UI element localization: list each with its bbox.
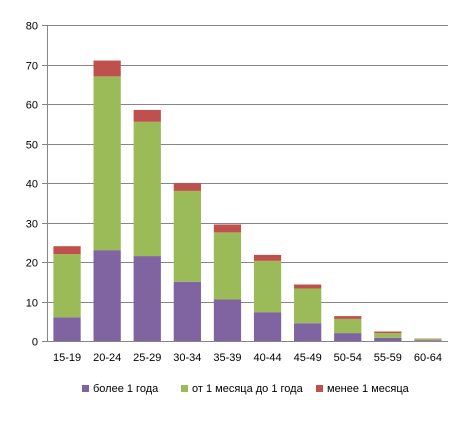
y-tick-label: 60 <box>26 100 38 112</box>
bar-segment <box>94 250 121 341</box>
legend: более 1 года от 1 месяца до 1 года менее 1… <box>82 383 410 395</box>
x-tick-label: 35-39 <box>213 352 241 364</box>
y-tick-label: 70 <box>26 61 38 73</box>
bar-segment <box>174 191 201 282</box>
y-tick-label: 80 <box>26 21 38 33</box>
x-tick-label: 15-19 <box>53 352 81 364</box>
bar-segment <box>254 261 281 312</box>
legend-swatch <box>316 385 323 392</box>
bar-segment <box>334 316 361 319</box>
bar-segment <box>374 332 401 334</box>
y-tick-label: 0 <box>32 337 38 349</box>
bar-segment <box>94 61 121 77</box>
bar-segment <box>414 339 441 340</box>
y-tick-label: 20 <box>26 258 38 270</box>
y-tick-label: 50 <box>26 140 38 152</box>
legend-label: от 1 месяца до 1 года <box>192 383 304 395</box>
bar-segment <box>414 340 441 341</box>
y-tick-label: 30 <box>26 219 38 231</box>
x-tick-label: 30-34 <box>173 352 201 364</box>
x-tick-label: 40-44 <box>253 352 281 364</box>
bar-segment <box>294 288 321 323</box>
bar-segment <box>53 317 80 341</box>
bar-segment <box>254 255 281 261</box>
bar-segment <box>134 122 161 256</box>
bar-segment <box>334 319 361 333</box>
x-tick-label: 50-54 <box>334 352 362 364</box>
legend-label: менее 1 месяца <box>327 383 410 395</box>
bar-segment <box>294 285 321 289</box>
x-tick-label: 20-24 <box>93 352 121 364</box>
bar-segment <box>53 254 80 317</box>
legend-swatch <box>181 385 188 392</box>
bar-segment <box>214 300 241 341</box>
bar-segment <box>214 232 241 299</box>
bar-segment <box>134 256 161 341</box>
bar-segment <box>334 333 361 341</box>
x-tick-label: 55-59 <box>374 352 402 364</box>
x-tick-label: 45-49 <box>294 352 322 364</box>
bar-segment <box>214 224 241 232</box>
legend-label: более 1 года <box>93 383 159 395</box>
bars <box>53 61 441 341</box>
y-tick-label: 40 <box>26 179 38 191</box>
bar-segment <box>374 333 401 338</box>
x-tick-label: 25-29 <box>133 352 161 364</box>
bar-segment <box>374 338 401 341</box>
bar-segment <box>174 282 201 341</box>
bar-segment <box>53 246 80 254</box>
bar-segment <box>134 110 161 122</box>
bar-segment <box>294 323 321 341</box>
legend-swatch <box>82 385 89 392</box>
y-tick-label: 10 <box>26 298 38 310</box>
x-tick-label: 60-64 <box>414 352 442 364</box>
bar-segment <box>254 312 281 341</box>
bar-segment <box>174 183 201 191</box>
bar-segment <box>94 76 121 250</box>
